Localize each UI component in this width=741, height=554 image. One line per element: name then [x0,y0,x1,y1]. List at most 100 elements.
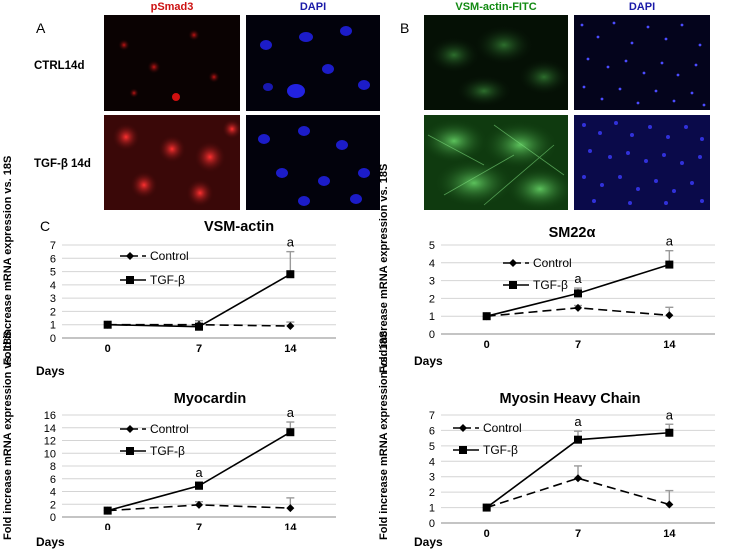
micrograph-dapi-b-tgf [574,115,710,210]
micrograph-vsm-actin-tgf-image [424,119,568,210]
panel-label-a: A [36,20,46,36]
legend-label-Control: Control [483,421,522,435]
panel-b-col-header-vsm-actin: VSM-actin-FITC [455,1,537,13]
micrograph-vsm-actin-ctrl-image [428,25,568,107]
legend-label-TGF-β: TGF-β [150,273,185,287]
y-tick-label: 0 [50,333,56,345]
micrograph-psmad3-tgf [104,115,240,210]
legend-label-Control: Control [150,422,189,436]
y-tick-label: 6 [50,474,56,486]
row-label-tgf: TGF-β 14d [34,158,91,170]
x-tick-label: 0 [105,343,111,355]
panel-label-c: C [40,218,51,234]
panel-a-col-header-dapi: DAPI [299,1,327,13]
data-point-Control [286,322,295,331]
y-tick-label: 12 [44,436,56,448]
chart-xlabel-sm22a: Days [414,354,443,368]
y-tick-label: 5 [50,267,56,279]
y-tick-label: 6 [429,425,435,437]
y-tick-label: 0 [429,329,435,341]
panel-a-col-header-psmad3: pSmad3 [150,1,194,13]
y-tick-label: 2 [50,306,56,318]
legend-label-Control: Control [533,256,572,270]
y-tick-label: 3 [429,276,435,288]
micrograph-dapi-ctrl [246,15,380,111]
x-tick-label: 7 [196,343,202,355]
x-tick-label: 14 [284,343,297,355]
series-line-TGF-β [107,273,291,328]
micrograph-psmad3-ctrl-image [118,29,220,101]
x-tick-label: 14 [663,339,676,351]
legend-marker-TGF-β [459,446,467,454]
y-tick-label: 5 [429,240,435,252]
y-tick-label: 5 [429,441,435,453]
x-tick-label: 0 [105,522,111,530]
legend-marker-Control [126,425,134,433]
legend-marker-Control [126,252,134,260]
data-point-Control [574,303,582,312]
legend-marker-TGF-β [126,447,134,455]
data-point-TGF-β [665,260,674,269]
chart-xlabel-vsm-actin: Days [36,364,65,378]
y-tick-label: 14 [44,423,56,435]
y-tick-label: 16 [44,410,56,422]
data-point-TGF-β [286,428,295,437]
data-point-TGF-β [482,503,491,512]
legend-label-Control: Control [150,249,189,263]
y-tick-label: 2 [429,487,435,499]
y-tick-label: 1 [429,311,435,323]
y-tick-label: 7 [429,410,435,422]
chart-sm22a: 0 1 2 3 4 5 0 7 14 Control TGF-β a a [429,234,715,351]
x-tick-label: 7 [575,339,581,351]
y-tick-label: 4 [429,258,435,270]
chart-ylabel-myocardin: Fold increase mRNA expression vs. 18S [2,330,14,540]
panel-b-col-header-dapi: DAPI [628,1,656,13]
micrograph-dapi-b-ctrl-image [580,21,706,107]
x-tick-label: 0 [484,339,490,351]
data-point-TGF-β [103,506,112,515]
legend-marker-Control [459,424,467,432]
micrograph-psmad3-ctrl [104,15,240,111]
legend-label-TGF-β: TGF-β [533,278,568,292]
panel-label-b: B [400,20,410,36]
data-point-TGF-β [286,270,295,279]
significance-annotation: a [574,271,582,286]
y-tick-label: 3 [50,293,56,305]
x-tick-label: 7 [196,522,202,530]
y-tick-label: 1 [429,503,435,515]
y-tick-label: 6 [50,253,56,265]
data-point-TGF-β [195,481,203,490]
x-tick-label: 7 [575,528,581,540]
micrograph-dapi-b-tgf-image [582,121,704,205]
micrograph-dapi-tgf [246,115,380,210]
chart-xlabel-myocardin: Days [36,535,65,549]
x-tick-label: 0 [484,528,490,540]
micrograph-dapi-b-ctrl [574,15,710,110]
chart-title-myocardin: Myocardin [173,391,247,407]
data-point-TGF-β [574,289,582,298]
data-point-Control [665,500,674,509]
x-tick-label: 14 [663,528,676,540]
chart-title-sm22a: SM22α [548,225,596,241]
data-point-Control [665,311,674,320]
y-tick-label: 10 [44,448,56,460]
y-tick-label: 2 [429,293,435,305]
y-tick-label: 4 [429,456,435,468]
chart-ylabel-myosin-heavy-chain: Fold increase mRNA expression vs. 18S [378,330,390,540]
significance-annotation: a [666,234,674,249]
legend-marker-TGF-β [126,276,134,284]
data-point-TGF-β [195,322,203,331]
significance-annotation: a [287,235,295,250]
micrograph-psmad3-tgf-image [112,119,240,207]
y-tick-label: 0 [429,518,435,530]
legend-label-TGF-β: TGF-β [150,444,185,458]
data-point-Control [286,504,295,513]
y-tick-label: 2 [50,499,56,511]
data-point-TGF-β [574,435,582,444]
y-tick-label: 7 [50,240,56,252]
data-point-Control [574,474,582,483]
data-point-TGF-β [482,312,491,321]
legend-marker-TGF-β [509,281,517,289]
